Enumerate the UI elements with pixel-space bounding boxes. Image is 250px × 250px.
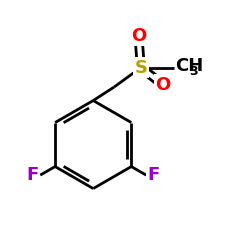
Text: O: O: [155, 76, 170, 94]
Text: O: O: [131, 27, 146, 45]
Text: F: F: [27, 166, 39, 184]
Text: F: F: [147, 166, 160, 184]
Text: CH: CH: [175, 57, 203, 75]
Text: 3: 3: [189, 66, 198, 78]
Text: S: S: [134, 58, 147, 76]
